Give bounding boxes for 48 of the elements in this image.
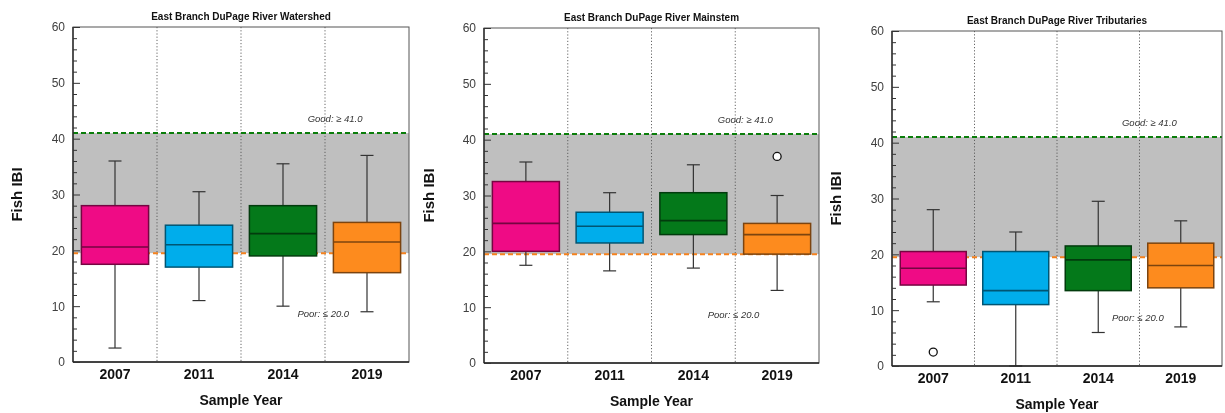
x-tick-label: 2014 — [1082, 369, 1115, 386]
x-tick-label: 2019 — [1165, 369, 1197, 386]
y-tick-label: 60 — [870, 24, 885, 39]
x-tick-label: 2007 — [99, 365, 131, 382]
y-tick-label: 50 — [870, 80, 885, 95]
annotation: Poor: ≤ 20.0 — [707, 309, 761, 320]
x-tick-label: 2011 — [594, 366, 626, 383]
x-tick-label: 2007 — [917, 369, 950, 386]
ref-line-label: Good: ≥ 41.0 — [307, 113, 364, 125]
x-axis-title: Sample Year — [609, 393, 694, 409]
y-tick-label: 20 — [51, 243, 66, 258]
y-tick-label: 50 — [462, 77, 477, 92]
ref-line-label: Good: ≥ 41.0 — [717, 114, 774, 126]
y-tick-label: 0 — [58, 355, 66, 370]
y-tick-label: 20 — [870, 247, 885, 262]
y-axis-title: Fish IBI — [420, 168, 437, 223]
y-tick-label: 60 — [462, 21, 477, 36]
y-tick-label: 40 — [462, 133, 477, 148]
y-tick-label: 30 — [51, 187, 66, 202]
annotation: Poor: ≤ 20.0 — [297, 308, 350, 319]
y-tick-label: 20 — [462, 244, 477, 259]
y-tick-label: 30 — [870, 191, 885, 206]
y-axis-title: Fish IBI — [8, 167, 25, 222]
chart-title: East Branch DuPage River Mainstem — [563, 12, 740, 23]
annotation: Poor: ≤ 20.0 — [1112, 312, 1165, 323]
x-tick-label: 2011 — [1000, 369, 1032, 386]
x-axis-title: Sample Year — [1015, 396, 1100, 412]
y-tick-label: 50 — [51, 76, 66, 91]
y-axis-title: Fish IBI — [827, 171, 844, 226]
y-tick-label: 60 — [51, 20, 66, 35]
y-tick-label: 10 — [51, 299, 66, 314]
chart-title: East Branch DuPage River Watershed — [151, 11, 331, 22]
chart-title: East Branch DuPage River Tributaries — [966, 15, 1148, 26]
y-tick-label: 0 — [877, 359, 885, 374]
y-tick-label: 0 — [469, 356, 477, 371]
x-tick-label: 2014 — [677, 366, 710, 383]
y-tick-label: 40 — [870, 136, 885, 151]
y-tick-label: 10 — [462, 300, 477, 315]
x-tick-label: 2019 — [351, 365, 383, 382]
y-tick-label: 30 — [462, 188, 477, 203]
x-axis-title: Sample Year — [199, 392, 284, 408]
x-tick-label: 2011 — [183, 365, 215, 382]
x-tick-label: 2019 — [761, 366, 793, 383]
x-tick-label: 2014 — [267, 365, 299, 382]
x-tick-label: 2007 — [510, 366, 542, 383]
y-tick-label: 10 — [870, 303, 885, 318]
ref-line-label: Good: ≥ 41.0 — [1121, 117, 1178, 129]
y-tick-label: 40 — [51, 132, 66, 147]
